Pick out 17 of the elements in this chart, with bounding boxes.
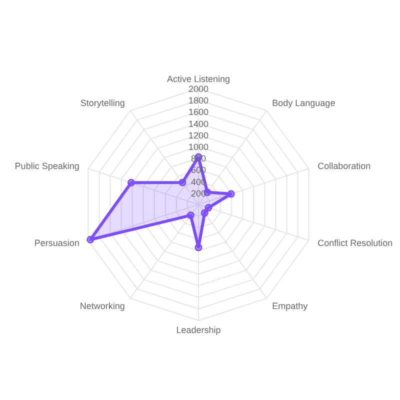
spoke-label: Active Listening xyxy=(166,74,230,84)
spoke-label: Empathy xyxy=(272,300,308,311)
spoke-label: Leadership xyxy=(176,324,221,335)
y-tick-label: 1800 xyxy=(188,96,209,106)
spoke-label: Persuasion xyxy=(34,238,80,248)
spoke-label: Public Speaking xyxy=(14,160,80,171)
spoke-label: Networking xyxy=(80,300,125,311)
spoke-label: Collaboration xyxy=(318,160,371,171)
y-tick-label: 1600 xyxy=(188,107,209,118)
y-tick-label: 1000 xyxy=(188,142,209,152)
y-tick-label: 1200 xyxy=(188,130,209,140)
y-tick-label: 1400 xyxy=(188,118,209,129)
spoke-label: Storytelling xyxy=(80,98,125,108)
spoke-label: Body Language xyxy=(272,98,336,108)
spoke-label: Conflict Resolution xyxy=(318,238,393,248)
y-tick-label: 2000 xyxy=(188,84,209,94)
y-tick-label: 200 xyxy=(190,188,206,198)
